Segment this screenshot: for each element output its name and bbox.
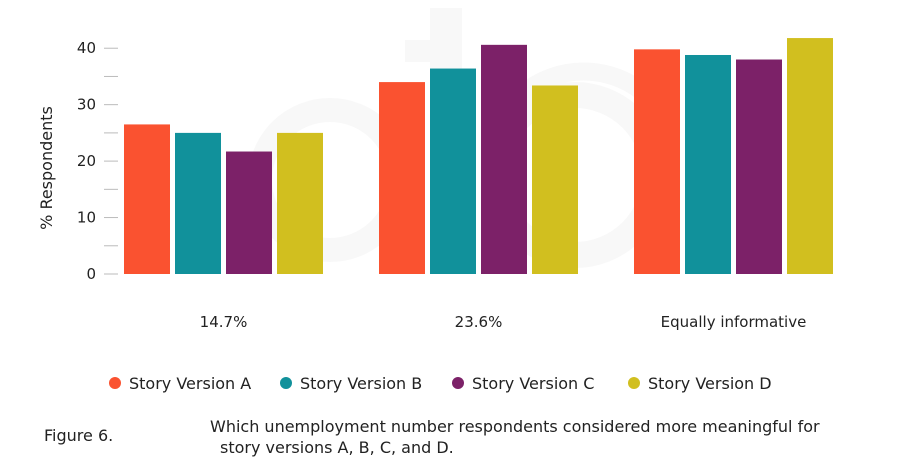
y-tick-label: 10: [77, 209, 96, 227]
y-tick-label: 30: [77, 96, 96, 114]
y-tick-label: 20: [77, 152, 96, 170]
y-tick-label: 0: [86, 265, 96, 283]
legend-item: Story Version D: [628, 374, 772, 393]
bar-story-version-c-2: [736, 59, 782, 275]
legend-marker: [452, 377, 464, 389]
bar-story-version-c-0: [226, 151, 272, 274]
legend: Story Version A Story Version B Story Vers…: [109, 374, 772, 393]
figure-caption: Figure 6. Which unemployment number resp…: [0, 412, 900, 472]
bar-story-version-c-1: [481, 44, 527, 274]
bar-story-version-d-0: [277, 132, 323, 274]
bar-story-version-a-2: [634, 49, 680, 275]
y-tick-label: 40: [77, 39, 96, 57]
bar-story-version-d-1: [532, 85, 578, 274]
figure-caption-text: Which unemployment number respondents co…: [210, 416, 890, 458]
bars-group: [124, 38, 833, 275]
x-axis-labels: 14.7% 23.6% Equally informative: [200, 313, 807, 331]
caption-line-1: Which unemployment number respondents co…: [210, 417, 820, 436]
bar-story-version-b-0: [175, 132, 221, 274]
x-category-label: 14.7%: [200, 313, 248, 331]
bar-story-version-b-2: [685, 54, 731, 274]
legend-item: Story Version A: [109, 374, 251, 393]
legend-label: Story Version C: [472, 374, 594, 393]
bar-story-version-a-1: [379, 82, 425, 274]
y-axis-title: % Respondents: [37, 106, 56, 230]
legend-item: Story Version B: [280, 374, 422, 393]
x-category-label: 23.6%: [455, 313, 503, 331]
figure-label: Figure 6.: [44, 426, 114, 445]
x-category-label: Equally informative: [661, 313, 807, 331]
legend-marker: [280, 377, 292, 389]
bar-story-version-b-1: [430, 68, 476, 274]
bar-story-version-a-0: [124, 124, 170, 274]
legend-marker: [109, 377, 121, 389]
legend-marker: [628, 377, 640, 389]
y-axis: 0 10 20 30 40: [77, 39, 118, 283]
caption-line-2: story versions A, B, C, and D.: [220, 438, 454, 457]
legend-item: Story Version C: [452, 374, 594, 393]
bar-story-version-d-2: [787, 38, 833, 274]
legend-label: Story Version A: [129, 374, 251, 393]
legend-label: Story Version B: [300, 374, 422, 393]
legend-label: Story Version D: [648, 374, 772, 393]
